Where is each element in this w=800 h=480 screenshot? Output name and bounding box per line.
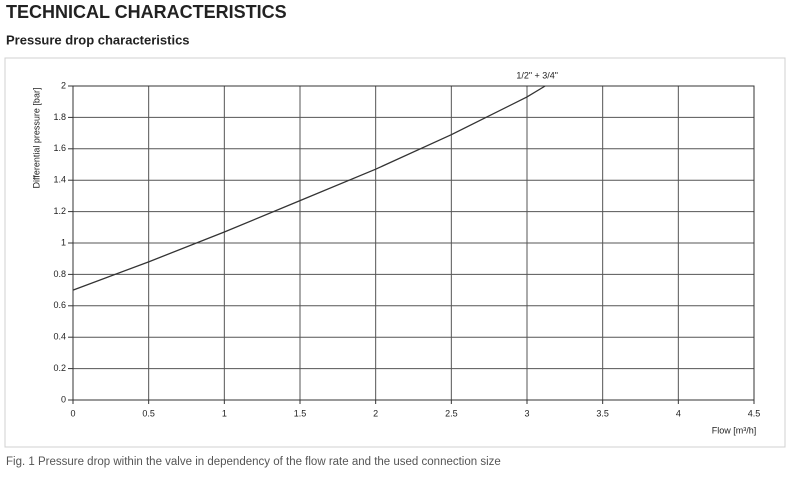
x-tick-label: 1.5 — [294, 408, 307, 418]
x-tick-label: 0 — [70, 408, 75, 418]
y-tick-label: 1.2 — [53, 206, 66, 216]
y-tick-label: 2 — [61, 80, 66, 90]
series-label: 1/2" + 3/4" — [516, 70, 558, 80]
x-axis-label: Flow [m³/h] — [712, 425, 757, 435]
y-axis-label: Differential pressure [bar] — [31, 88, 41, 189]
y-tick-label: 0.2 — [53, 363, 66, 373]
y-tick-label: 0.8 — [53, 269, 66, 279]
y-tick-label: 0.6 — [53, 300, 66, 310]
figure-caption: Fig. 1 Pressure drop within the valve in… — [6, 456, 501, 468]
x-tick-label: 3.5 — [596, 408, 609, 418]
y-tick-label: 1.4 — [53, 175, 66, 185]
section-title: Pressure drop characteristics — [6, 32, 190, 47]
x-tick-label: 4.5 — [748, 408, 761, 418]
y-tick-label: 0 — [61, 394, 66, 404]
x-tick-label: 2.5 — [445, 408, 458, 418]
page-title: TECHNICAL CHARACTERISTICS — [6, 2, 287, 22]
x-tick-label: 0.5 — [142, 408, 155, 418]
y-tick-label: 1.6 — [53, 143, 66, 153]
plot-frame — [72, 85, 755, 401]
figure-frame — [4, 57, 786, 448]
x-tick-label: 4 — [676, 408, 681, 418]
y-tick-label: 1 — [61, 237, 66, 247]
data-line — [72, 85, 546, 291]
y-tick-label: 0.4 — [53, 332, 66, 342]
y-tick-label: 1.8 — [53, 112, 66, 122]
x-tick-label: 3 — [524, 408, 529, 418]
x-tick-label: 1 — [222, 408, 227, 418]
x-tick-label: 2 — [373, 408, 378, 418]
